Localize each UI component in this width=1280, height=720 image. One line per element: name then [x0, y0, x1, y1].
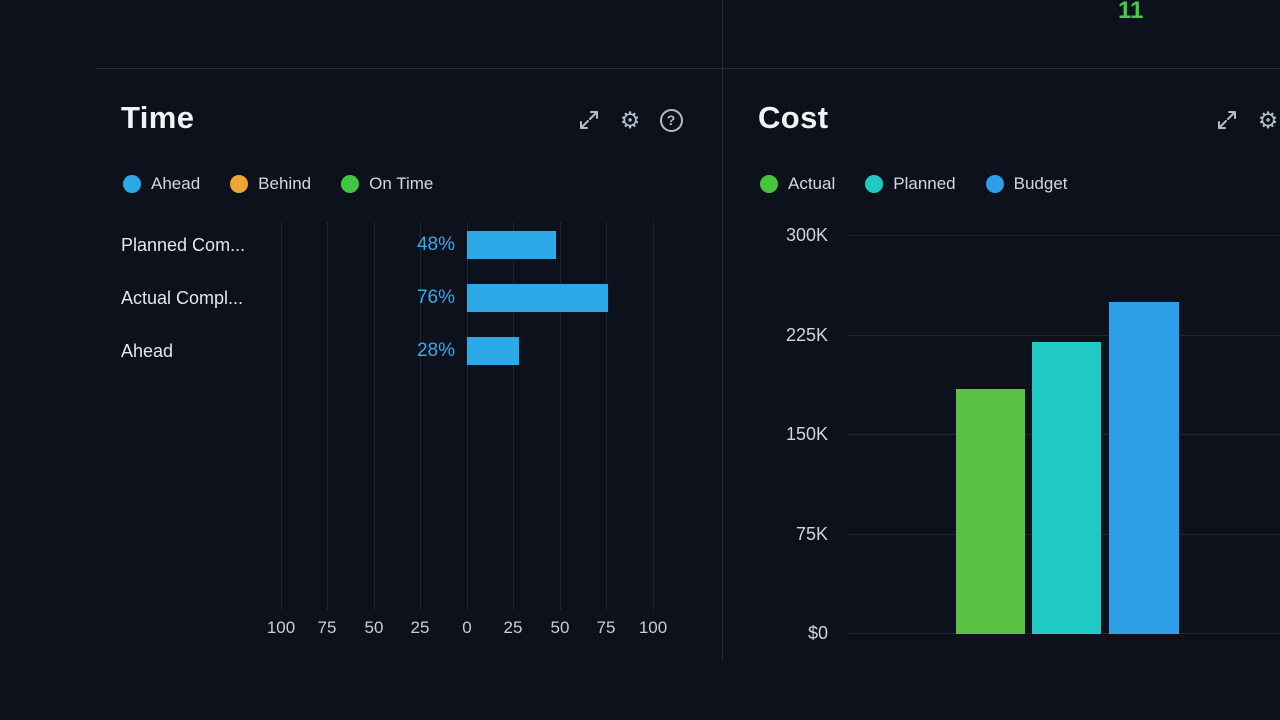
legend-label: Actual: [788, 174, 836, 193]
legend-dot-ahead: [123, 175, 141, 193]
bar-actual-completion[interactable]: [467, 284, 608, 312]
legend-item-planned[interactable]: Planned: [865, 174, 956, 194]
gridline: [848, 235, 1280, 236]
gridline: [467, 222, 468, 610]
row-value-ahead: 28%: [416, 340, 455, 361]
legend-item-budget[interactable]: Budget: [985, 174, 1068, 194]
y-axis-tick: 300K: [785, 225, 828, 245]
legend-label: Budget: [1013, 174, 1068, 193]
cost-panel-title: Cost: [758, 100, 829, 135]
gridline: [513, 222, 514, 610]
legend-label: On Time: [369, 174, 434, 193]
legend-dot-budget: [985, 175, 1004, 193]
x-axis-tick: 0: [462, 618, 472, 637]
y-axis-tick: 150K: [785, 424, 828, 444]
expand-icon[interactable]: [576, 107, 602, 133]
gridline: [420, 222, 421, 610]
row-label-ahead: Ahead: [121, 341, 174, 361]
legend-dot-behind: [230, 175, 249, 193]
gear-icon[interactable]: ⚙: [1257, 107, 1279, 133]
legend-dot-on-time: [341, 175, 360, 193]
gridline: [560, 222, 561, 610]
partial-metric-value: 11: [1118, 0, 1144, 24]
legend-label: Ahead: [151, 174, 201, 193]
gridline: [374, 222, 375, 610]
help-glyph: ?: [659, 108, 683, 132]
bar-planned-completion[interactable]: [467, 231, 556, 259]
legend-item-actual[interactable]: Actual: [760, 174, 835, 194]
bar-planned[interactable]: [1032, 342, 1101, 634]
horizontal-divider: [96, 68, 1280, 69]
legend-item-ahead[interactable]: Ahead: [123, 174, 200, 194]
time-panel-toolbar: ⚙ ?: [576, 107, 684, 133]
gridline: [606, 222, 607, 610]
x-axis-tick: 25: [410, 618, 430, 637]
row-label-planned-completion: Planned Com...: [121, 235, 246, 255]
cost-panel: Cost ⚙ Actual Planned Budget: [723, 68, 1280, 720]
row-label-actual-completion: Actual Compl...: [121, 288, 244, 308]
bar-ahead[interactable]: [467, 337, 519, 365]
x-axis-tick: 25: [503, 618, 523, 637]
gear-icon[interactable]: ⚙: [619, 107, 641, 133]
x-axis-tick: 50: [364, 618, 384, 637]
help-icon[interactable]: ?: [658, 107, 684, 133]
bar-budget[interactable]: [1109, 302, 1179, 634]
row-value-actual-completion: 76%: [416, 287, 455, 308]
x-axis-tick: 100: [266, 618, 296, 637]
x-axis-tick: 50: [550, 618, 570, 637]
cost-legend: Actual Planned Budget: [760, 172, 1068, 196]
cost-panel-toolbar: ⚙: [1214, 107, 1280, 133]
gridline: [848, 335, 1280, 336]
x-axis-tick: 75: [317, 618, 337, 637]
y-axis-tick: 75K: [795, 524, 828, 544]
legend-dot-actual: [760, 175, 778, 193]
time-panel: Time ⚙ ? Ahead Behind On T: [0, 68, 722, 720]
vertical-divider: [722, 0, 723, 660]
legend-label: Planned: [893, 174, 956, 193]
row-value-planned-completion: 48%: [416, 234, 455, 255]
time-legend: Ahead Behind On Time: [123, 172, 433, 196]
gridline: [653, 222, 654, 610]
time-panel-title: Time: [121, 100, 195, 135]
x-axis-tick: 100: [638, 618, 668, 637]
legend-dot-planned: [865, 175, 884, 193]
legend-label: Behind: [258, 174, 312, 193]
y-axis-tick: $0: [807, 623, 828, 643]
y-axis-tick: 225K: [785, 325, 828, 345]
gridline: [281, 222, 282, 610]
legend-item-behind[interactable]: Behind: [230, 174, 311, 194]
bar-actual[interactable]: [956, 389, 1025, 634]
legend-item-on-time[interactable]: On Time: [341, 174, 433, 194]
x-axis-tick: 75: [596, 618, 616, 637]
expand-icon[interactable]: [1214, 107, 1240, 133]
gridline: [327, 222, 328, 610]
